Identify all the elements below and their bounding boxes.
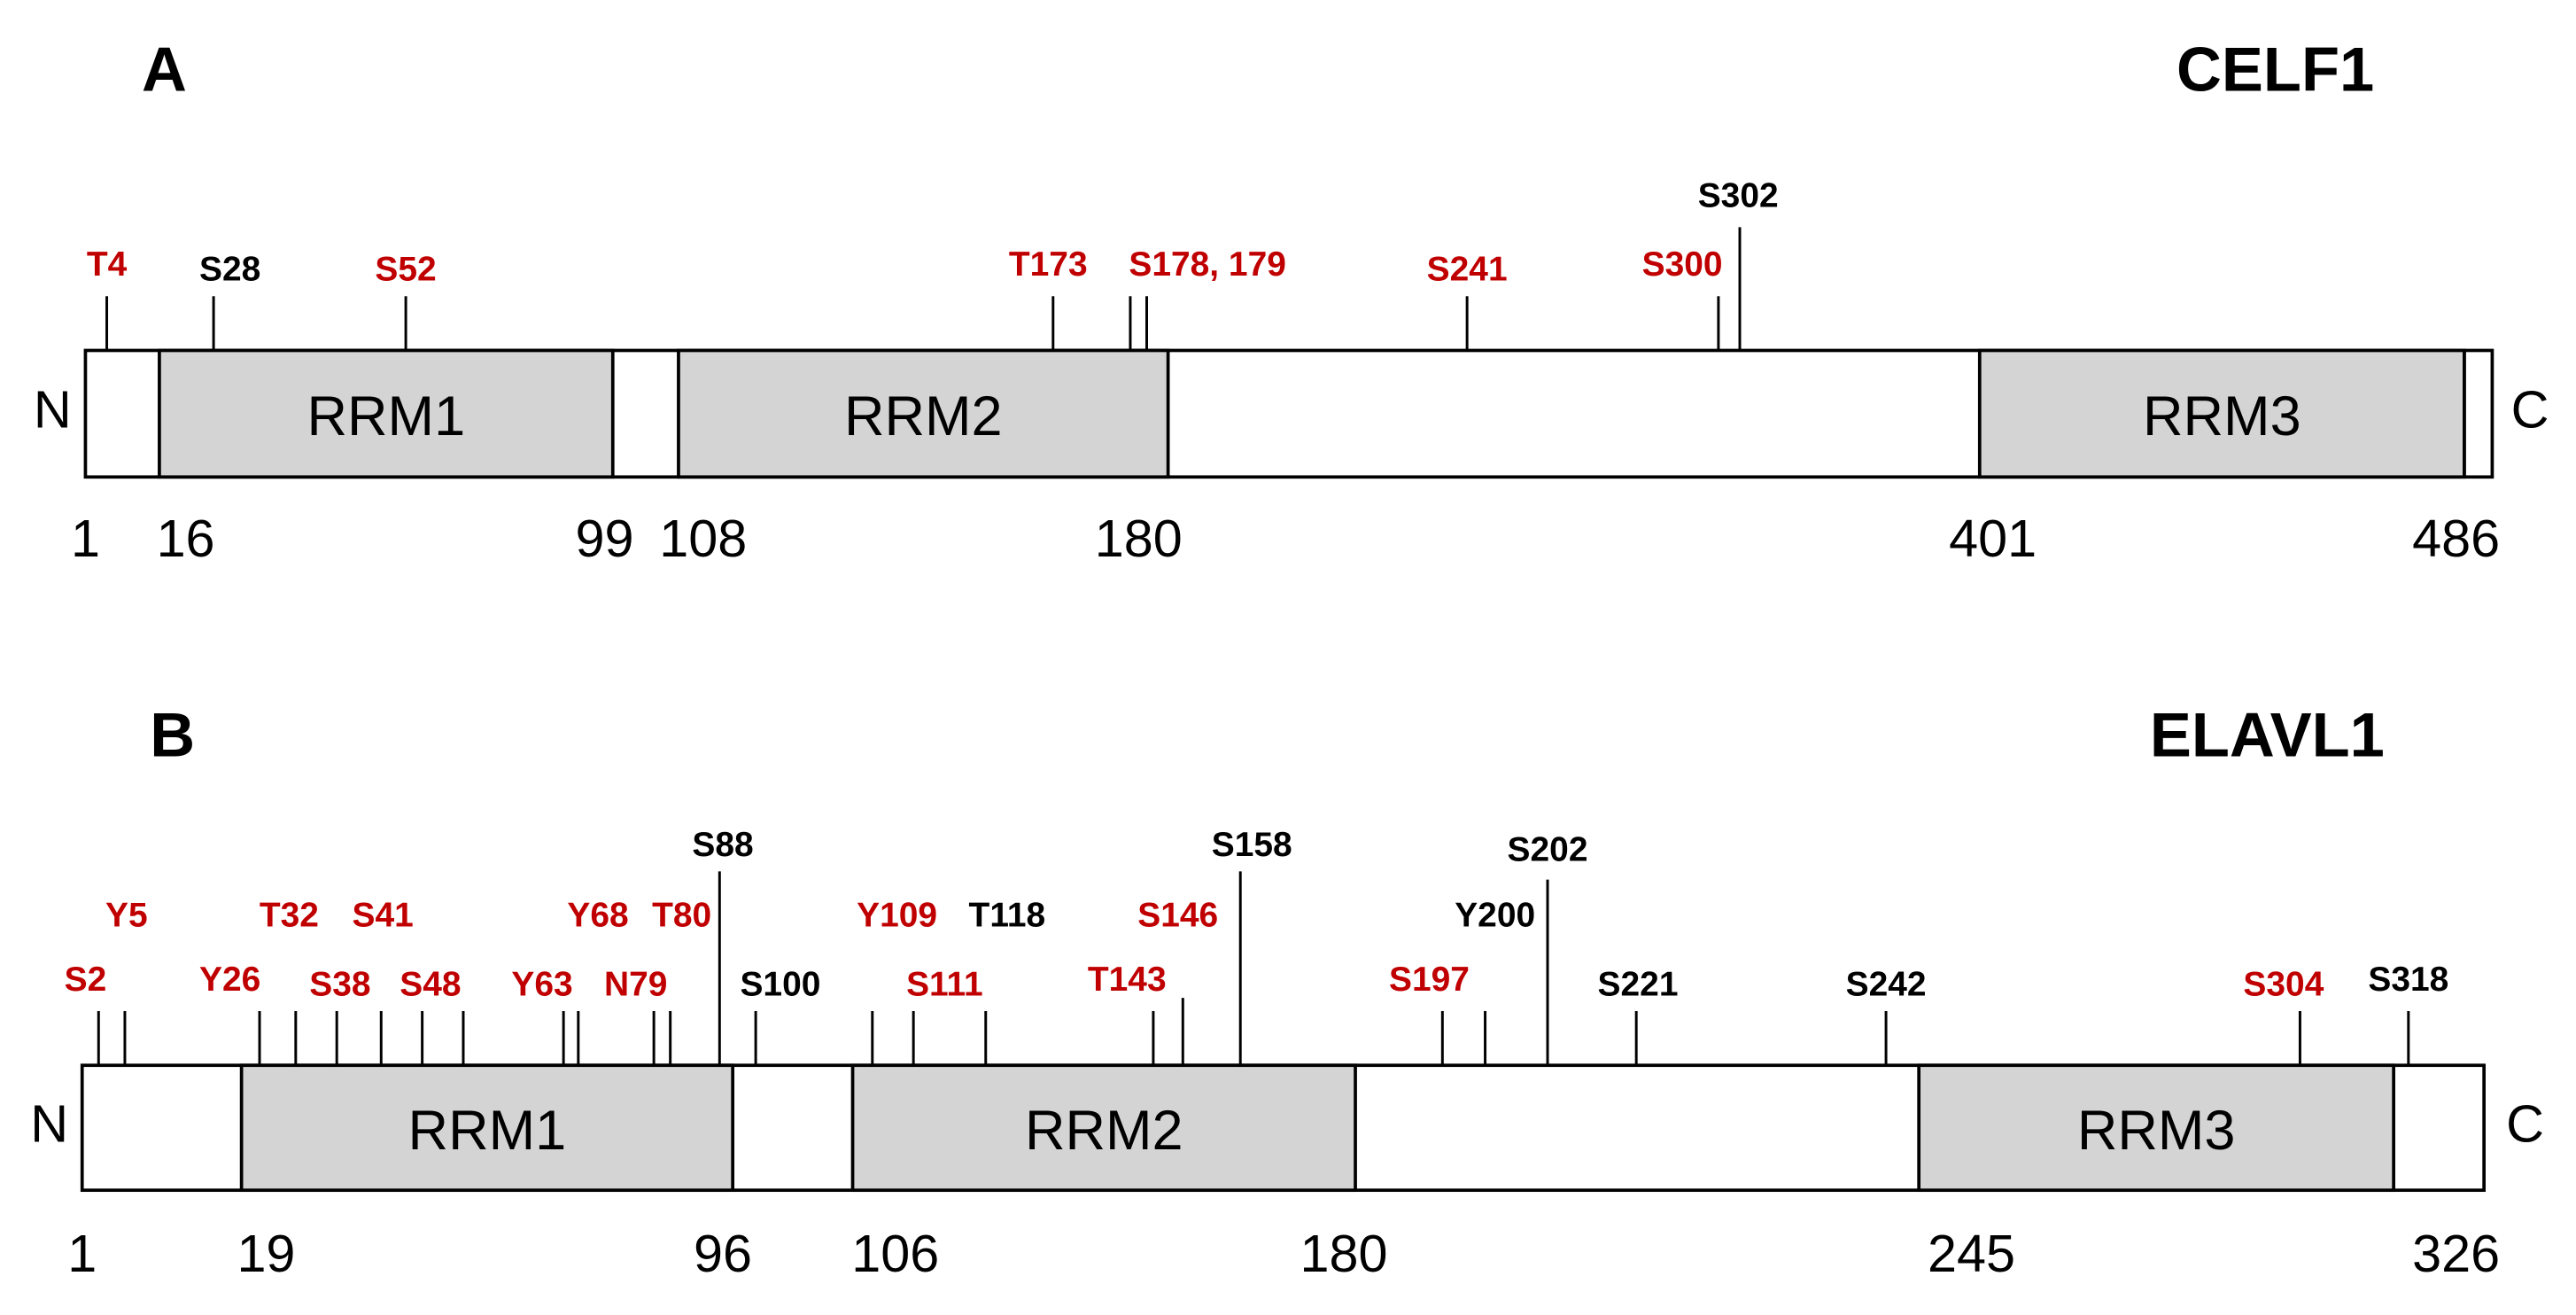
domain-label: RRM2 <box>1025 1100 1183 1162</box>
phospho-site: S221 <box>1598 965 1679 1003</box>
protein-name: CELF1 <box>2176 35 2374 105</box>
phospho-site: S304 <box>2243 965 2324 1003</box>
residue-position: 99 <box>575 509 633 568</box>
rrm-domain <box>1917 1063 2395 1193</box>
phospho-site: T118 <box>969 897 1046 935</box>
phospho-site: S146 <box>1137 897 1218 935</box>
phospho-site: Y26 <box>199 961 260 999</box>
phospho-site: S41 <box>352 897 413 935</box>
phospho-site: T32 <box>260 897 319 935</box>
phospho-site: S300 <box>1642 245 1723 284</box>
residue-position: 180 <box>1300 1224 1388 1283</box>
phospho-site: S178, 179 <box>1129 245 1286 284</box>
residue-position: 1 <box>67 1224 97 1283</box>
phospho-site: Y5 <box>105 897 148 935</box>
phospho-site: S197 <box>1389 961 1470 999</box>
phospho-site: T4 <box>87 245 128 284</box>
phospho-site: S158 <box>1212 826 1292 864</box>
rrm-domain <box>239 1063 735 1193</box>
residue-position: 16 <box>157 509 215 568</box>
phospho-site: S302 <box>1698 176 1779 214</box>
rrm-domain <box>677 348 1170 479</box>
phospho-site: Y109 <box>857 897 937 935</box>
residue-position: 326 <box>2412 1224 2500 1283</box>
phospho-site: S111 <box>906 965 983 1003</box>
phospho-site: T143 <box>1088 961 1167 999</box>
phospho-site: Y68 <box>567 897 628 935</box>
protein-name: ELAVL1 <box>2150 700 2385 770</box>
phospho-site: Y200 <box>1455 897 1535 935</box>
residue-position: 180 <box>1095 509 1183 568</box>
phospho-site: S318 <box>2368 961 2448 999</box>
domain-label: RRM1 <box>307 385 466 447</box>
phospho-site: T80 <box>652 897 711 935</box>
phospho-site: S202 <box>1508 830 1588 868</box>
domain-label: RRM1 <box>408 1100 567 1162</box>
panel-label: A <box>142 35 187 105</box>
phospho-site: S38 <box>309 965 370 1003</box>
residue-position: 1 <box>71 509 100 568</box>
phospho-site: S52 <box>375 251 436 289</box>
phospho-site: T173 <box>1009 245 1088 284</box>
phospho-site: Y63 <box>511 965 572 1003</box>
residue-position: 19 <box>237 1224 295 1283</box>
rrm-domain <box>850 1063 1357 1193</box>
phospho-site: S2 <box>65 961 107 999</box>
phospho-site: S28 <box>199 251 260 289</box>
domain-label: RRM2 <box>844 385 1003 447</box>
panel-label: B <box>150 700 195 770</box>
residue-position: 96 <box>694 1224 752 1283</box>
residue-position: 106 <box>851 1224 939 1283</box>
n-terminus: N <box>34 380 72 440</box>
residue-position: 108 <box>659 509 747 568</box>
phospho-site: S242 <box>1846 965 1927 1003</box>
residue-position: 401 <box>1949 509 2037 568</box>
phospho-site: S241 <box>1427 251 1508 289</box>
domain-label: RRM3 <box>2077 1100 2236 1162</box>
phospho-site: N79 <box>604 965 667 1003</box>
domain-label: RRM3 <box>2143 385 2301 447</box>
residue-position: 486 <box>2412 509 2500 568</box>
rrm-domain <box>158 348 615 479</box>
phospho-site: S88 <box>692 826 753 864</box>
residue-position: 245 <box>1928 1224 2015 1283</box>
c-terminus: C <box>2511 380 2549 440</box>
phospho-site: S100 <box>740 965 820 1003</box>
phospho-site: S48 <box>400 965 461 1003</box>
c-terminus: C <box>2506 1093 2544 1153</box>
n-terminus: N <box>30 1093 68 1153</box>
